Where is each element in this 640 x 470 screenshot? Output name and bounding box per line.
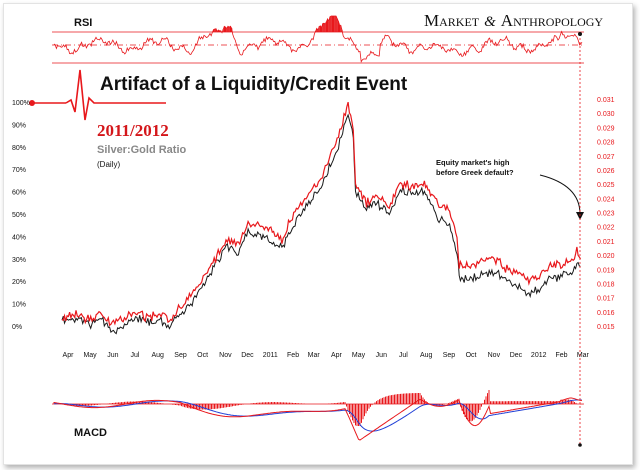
left-tick-label: 70% xyxy=(12,167,26,174)
x-tick-label: May xyxy=(83,352,97,359)
price-panel: 0%10%20%30%40%50%60%70%80%90%100% 0.0150… xyxy=(12,97,615,359)
right-tick-label: 0.029 xyxy=(597,125,615,132)
right-tick-label: 0.022 xyxy=(597,225,615,232)
x-tick-label: Jul xyxy=(130,352,139,359)
right-tick-label: 0.015 xyxy=(597,324,615,331)
x-tick-label: Aug xyxy=(420,352,433,359)
rsi-label: RSI xyxy=(74,17,92,29)
macd-line xyxy=(53,397,582,441)
chart-frame xyxy=(3,3,633,465)
x-tick-label: Jun xyxy=(376,352,387,359)
left-tick-label: 90% xyxy=(12,122,26,129)
series-line-black xyxy=(61,113,581,335)
right-tick-label: 0.017 xyxy=(597,296,615,303)
left-tick-label: 80% xyxy=(12,145,26,152)
x-axis: Apr May Jun Jul Aug Sep Oct Nov Dec 2011 Feb Mar Apr… xyxy=(63,352,590,359)
right-tick-label: 0.021 xyxy=(597,239,615,246)
left-tick-label: 60% xyxy=(12,190,26,197)
right-tick-label: 0.024 xyxy=(597,196,615,203)
x-tick-label: Oct xyxy=(197,352,208,359)
macd-label: MACD xyxy=(74,427,107,439)
chart-subtitle: 2011/2012 xyxy=(97,121,169,140)
annotation-text: Equity market's high before Greek default… xyxy=(436,158,514,177)
brand-logo: MARKET & ANTHROPOLOGY xyxy=(424,11,603,30)
annotation: Equity market's high before Greek default… xyxy=(436,32,584,447)
x-tick-label: Feb xyxy=(555,352,567,359)
x-tick-label: 2011 xyxy=(263,352,278,359)
right-tick-label: 0.023 xyxy=(597,211,615,218)
left-tick-label: 30% xyxy=(12,257,26,264)
x-tick-label: Dec xyxy=(510,352,523,359)
left-axis: 0% 10% 20% 30% 40% 50% 60% 70% 80% 90% 100% xyxy=(12,100,30,331)
right-tick-label: 0.018 xyxy=(597,281,615,288)
period-label: (Daily) xyxy=(97,160,120,169)
right-tick-label: 0.020 xyxy=(597,253,615,260)
x-tick-label: Apr xyxy=(63,352,75,359)
rsi-panel: RSI xyxy=(52,15,584,64)
x-tick-label: Sep xyxy=(443,352,456,359)
title-block: Artifact of a Liquidity/Credit Event 201… xyxy=(29,69,408,169)
heartbeat-icon xyxy=(65,69,100,121)
x-tick-label: Oct xyxy=(466,352,477,359)
left-tick-label: 0% xyxy=(12,324,22,331)
ratio-label: Silver:Gold Ratio xyxy=(97,144,187,156)
x-tick-label: May xyxy=(352,352,366,359)
marker-dot-top xyxy=(578,32,582,36)
x-tick-label: Mar xyxy=(577,352,590,359)
left-tick-label: 20% xyxy=(12,279,26,286)
left-tick-label: 10% xyxy=(12,302,26,309)
right-axis: 0.015 0.016 0.017 0.018 0.019 0.020 0.021 0.022… xyxy=(597,97,615,331)
annotation-arrow xyxy=(539,174,581,215)
pulse-dot xyxy=(29,100,35,106)
right-tick-label: 0.019 xyxy=(597,267,615,274)
right-tick-label: 0.027 xyxy=(597,154,615,161)
x-tick-label: 2012 xyxy=(531,352,547,359)
macd-panel: MACD xyxy=(52,389,584,441)
right-tick-label: 0.031 xyxy=(597,97,615,104)
x-tick-label: Jun xyxy=(107,352,118,359)
x-tick-label: Sep xyxy=(174,352,187,359)
right-tick-label: 0.016 xyxy=(597,310,615,317)
series-line-red xyxy=(61,101,582,327)
x-tick-label: Mar xyxy=(308,352,321,359)
macd-histogram xyxy=(53,389,583,426)
right-tick-label: 0.030 xyxy=(597,111,615,118)
left-tick-label: 50% xyxy=(12,212,26,219)
left-tick-label: 100% xyxy=(12,100,30,107)
x-tick-label: Nov xyxy=(488,352,501,359)
x-tick-label: Apr xyxy=(331,352,343,359)
x-tick-label: Nov xyxy=(219,352,232,359)
right-tick-label: 0.028 xyxy=(597,140,615,147)
x-tick-label: Feb xyxy=(287,352,299,359)
left-tick-label: 40% xyxy=(12,234,26,241)
x-tick-label: Dec xyxy=(241,352,254,359)
x-tick-label: Jul xyxy=(399,352,408,359)
right-tick-label: 0.025 xyxy=(597,182,615,189)
right-tick-label: 0.026 xyxy=(597,168,615,175)
macd-signal-line xyxy=(53,399,583,432)
x-tick-label: Aug xyxy=(151,352,164,359)
marker-dot-bottom xyxy=(578,443,582,447)
rsi-series-line xyxy=(53,15,583,63)
chart-title: Artifact of a Liquidity/Credit Event xyxy=(100,74,408,95)
